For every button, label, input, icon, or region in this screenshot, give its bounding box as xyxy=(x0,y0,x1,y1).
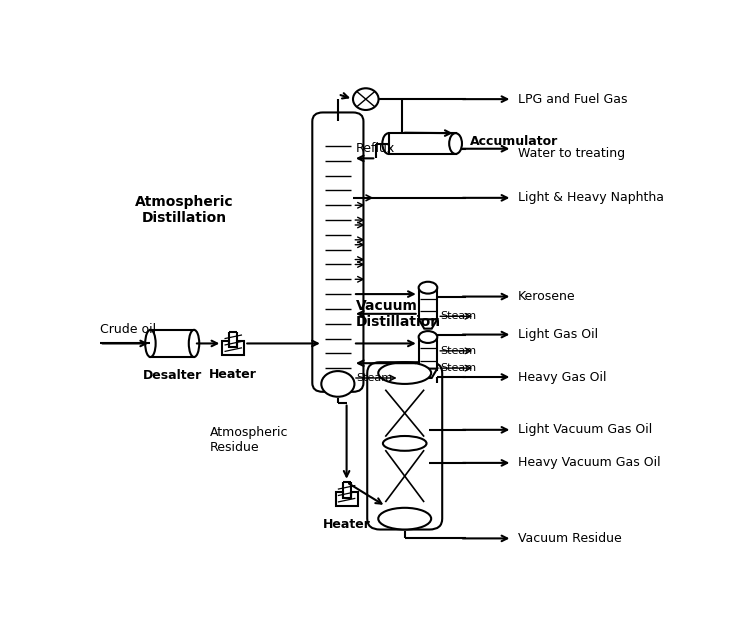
Text: Heater: Heater xyxy=(209,368,257,381)
Text: Kerosene: Kerosene xyxy=(518,290,576,303)
Ellipse shape xyxy=(419,331,437,343)
Text: Vacuum Residue: Vacuum Residue xyxy=(518,532,622,545)
Ellipse shape xyxy=(321,371,355,397)
Text: Vacuum
Distillation: Vacuum Distillation xyxy=(356,299,441,329)
Ellipse shape xyxy=(449,133,462,154)
FancyBboxPatch shape xyxy=(419,337,437,370)
Text: Heater: Heater xyxy=(322,518,370,531)
FancyBboxPatch shape xyxy=(368,362,442,529)
FancyBboxPatch shape xyxy=(388,133,455,154)
Text: Desalter: Desalter xyxy=(142,369,202,383)
Ellipse shape xyxy=(419,282,437,294)
Polygon shape xyxy=(419,369,437,378)
Text: Heavy Gas Oil: Heavy Gas Oil xyxy=(518,370,607,383)
FancyBboxPatch shape xyxy=(419,288,437,320)
Polygon shape xyxy=(222,341,245,355)
Ellipse shape xyxy=(146,330,156,357)
Ellipse shape xyxy=(383,436,427,451)
FancyBboxPatch shape xyxy=(312,112,364,392)
Text: Steam: Steam xyxy=(440,312,476,321)
Ellipse shape xyxy=(378,362,431,384)
Text: Light Vacuum Gas Oil: Light Vacuum Gas Oil xyxy=(518,423,652,437)
Ellipse shape xyxy=(189,330,200,357)
Ellipse shape xyxy=(378,508,431,529)
Text: Light Gas Oil: Light Gas Oil xyxy=(518,328,599,341)
Polygon shape xyxy=(419,319,437,329)
Text: Steam: Steam xyxy=(440,363,476,373)
Text: Reflux: Reflux xyxy=(356,142,395,155)
Text: Accumulator: Accumulator xyxy=(470,135,558,147)
Text: Heavy Vacuum Gas Oil: Heavy Vacuum Gas Oil xyxy=(518,456,661,469)
Text: LPG and Fuel Gas: LPG and Fuel Gas xyxy=(518,93,628,106)
Text: Steam: Steam xyxy=(440,346,476,356)
Text: Atmospheric
Residue: Atmospheric Residue xyxy=(210,426,289,454)
Text: Steam: Steam xyxy=(356,373,392,383)
Text: Light & Heavy Naphtha: Light & Heavy Naphtha xyxy=(518,192,664,204)
Polygon shape xyxy=(335,492,358,506)
Ellipse shape xyxy=(382,133,395,154)
Text: Crude oil: Crude oil xyxy=(100,323,156,336)
FancyBboxPatch shape xyxy=(151,330,194,357)
Text: Atmospheric
Distillation: Atmospheric Distillation xyxy=(134,195,233,225)
Text: Water to treating: Water to treating xyxy=(518,147,626,160)
